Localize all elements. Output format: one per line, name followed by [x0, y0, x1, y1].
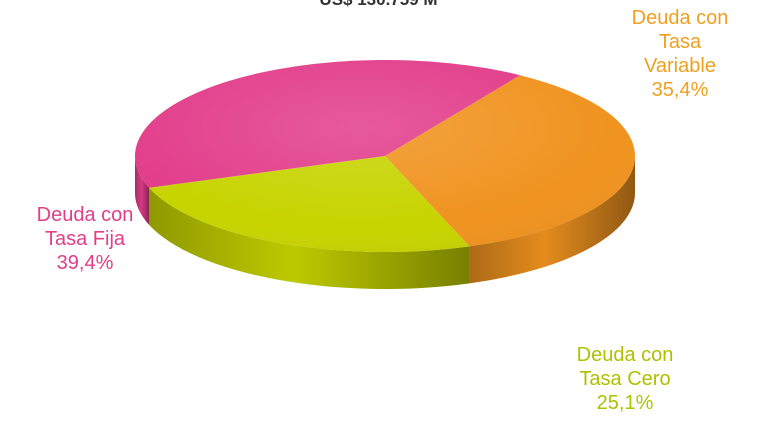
slice-label-line: Tasa Cero	[579, 368, 671, 390]
slice-label-fija: Deuda con Tasa Fija 39,4%	[10, 203, 160, 275]
slice-label-cero: Deuda con Tasa Cero 25,1%	[545, 343, 705, 415]
slice-label-line: Tasa Fija	[44, 228, 126, 250]
slice-percent: 25,1%	[596, 392, 654, 414]
pie-slice-side-shade	[149, 187, 470, 290]
slice-label-line: Deuda con	[576, 344, 674, 366]
slice-label-line: Deuda con	[631, 7, 729, 29]
slice-label-variable: Deuda con Tasa Variable 35,4%	[605, 6, 755, 102]
chart-title: US$ 130.759 M	[0, 0, 757, 10]
slice-percent: 39,4%	[56, 252, 114, 274]
slice-label-line: Tasa	[658, 31, 702, 53]
pie-slice-side-shade	[469, 156, 635, 284]
slice-percent: 35,4%	[651, 79, 709, 101]
slice-label-line: Deuda con	[36, 204, 134, 226]
slice-label-line: Variable	[644, 55, 716, 77]
pie-top-shine	[135, 60, 635, 252]
pie-slice-side-shade	[135, 156, 150, 225]
